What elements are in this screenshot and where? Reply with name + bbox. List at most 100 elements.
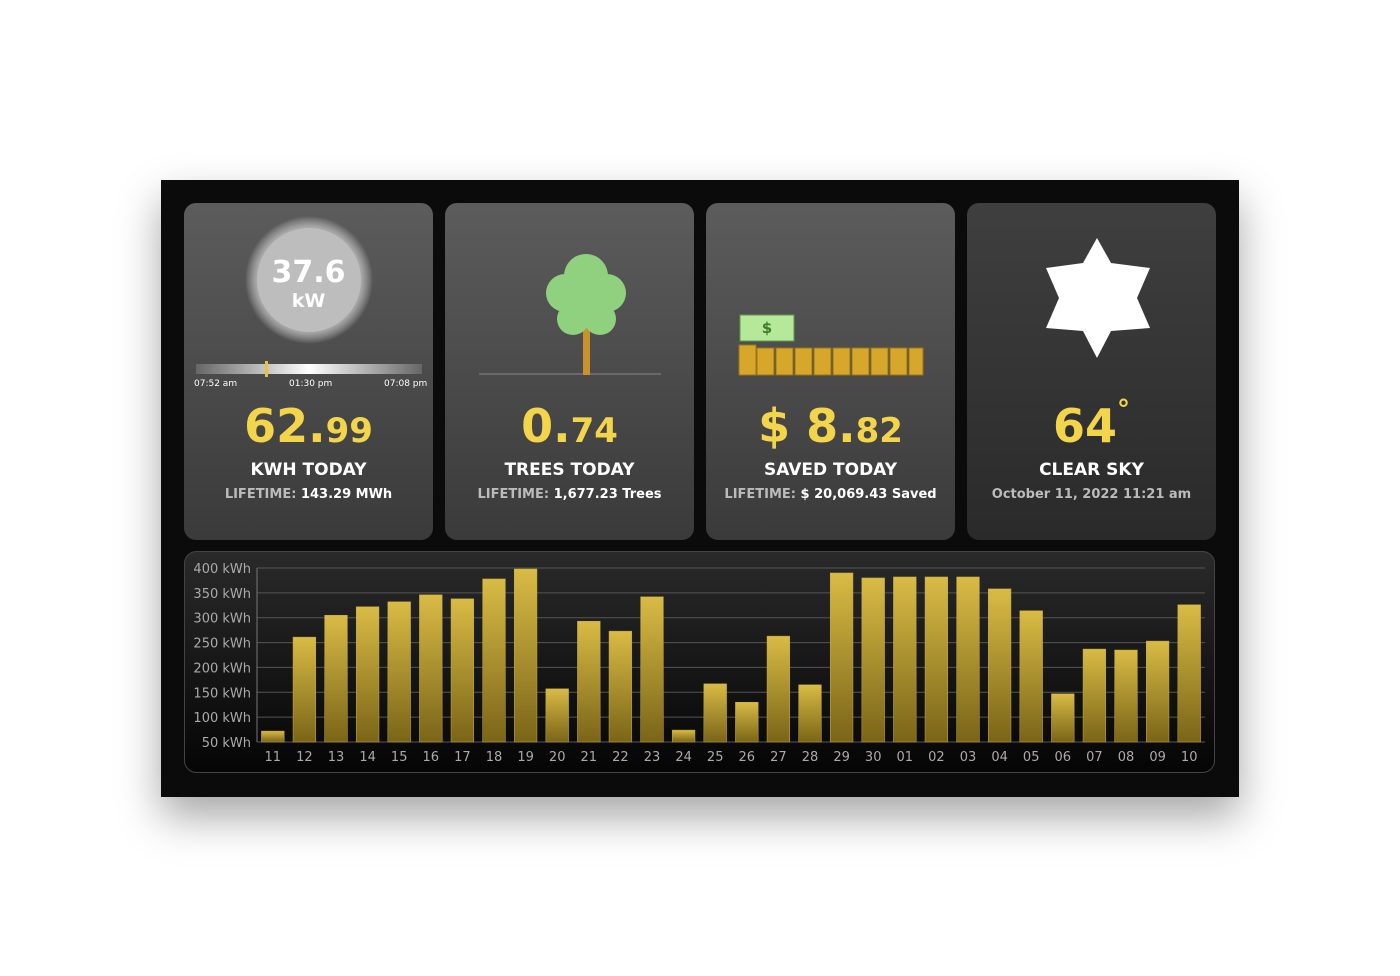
x-tick-label: 05 <box>1023 750 1040 765</box>
lifetime-value: 1,677.23 Trees <box>553 487 662 502</box>
x-tick-label: 12 <box>296 750 313 765</box>
y-tick-label: 350 kWh <box>193 587 251 602</box>
temperature-value: 64 <box>1052 399 1117 453</box>
time-start: 07:52 am <box>194 379 238 389</box>
x-tick-label: 15 <box>391 750 408 765</box>
y-tick-label: 400 kWh <box>193 562 251 577</box>
money-icon: $ <box>738 314 924 376</box>
kwh-decimals: 99 <box>325 411 373 451</box>
x-tick-label: 26 <box>739 750 756 765</box>
bar <box>1019 610 1043 743</box>
x-tick-label: 18 <box>486 750 503 765</box>
x-tick-label: 25 <box>707 750 724 765</box>
trees-card: 0.74 TREES TODAY LIFETIME: 1,677.23 Tree… <box>445 203 694 540</box>
savings-card: $ $ 8.82 SAVED TODAY LIFETIME: $ 20,069.… <box>706 203 955 540</box>
x-tick-label: 29 <box>833 750 850 765</box>
trees-main: 0. <box>521 399 571 453</box>
bar <box>924 576 949 743</box>
bar <box>324 614 348 743</box>
x-tick-label: 14 <box>359 750 376 765</box>
card-label: TREES TODAY <box>504 460 635 480</box>
y-tick-label: 100 kWh <box>193 711 251 726</box>
lifetime-label: LIFETIME: <box>724 487 797 502</box>
x-tick-label: 16 <box>423 750 440 765</box>
bar <box>261 730 285 743</box>
card-label: SAVED TODAY <box>763 460 898 480</box>
x-tick-label: 09 <box>1149 750 1166 765</box>
x-tick-label: 13 <box>328 750 345 765</box>
gauge <box>196 216 422 377</box>
x-tick-label: 04 <box>991 750 1008 765</box>
bar <box>956 576 980 743</box>
x-tick-label: 02 <box>928 750 945 765</box>
device-frame: 37.6 kW 07:52 am 01:30 pm 07:08 pm 62.99… <box>161 180 1239 797</box>
saved-main: $ 8. <box>758 399 856 453</box>
x-tick-label: 24 <box>675 750 692 765</box>
bar <box>419 594 443 743</box>
y-tick-label: 300 kWh <box>193 612 251 627</box>
lifetime: LIFETIME: $ 20,069.43 Saved <box>706 487 955 502</box>
lifetime-label: LIFETIME: <box>224 487 297 502</box>
x-tick-label: 10 <box>1181 750 1198 765</box>
gauge-unit: kW <box>291 290 326 312</box>
lifetime: LIFETIME: 1,677.23 Trees <box>445 487 694 502</box>
x-tick-label: 23 <box>644 750 661 765</box>
time-mid: 01:30 pm <box>289 379 333 389</box>
degree: ° <box>1117 394 1130 425</box>
x-tick-label: 07 <box>1086 750 1103 765</box>
time-end: 07:08 pm <box>384 379 428 389</box>
bar <box>640 596 664 743</box>
bar <box>545 688 569 743</box>
bar <box>355 606 380 743</box>
weather-card: 64° CLEAR SKY October 11, 2022 11:21 am <box>967 203 1216 540</box>
trees-decimals: 74 <box>570 411 618 451</box>
x-tick-label: 03 <box>960 750 977 765</box>
bar <box>987 588 1012 743</box>
money-symbol: $ <box>762 319 772 337</box>
bar <box>735 701 759 743</box>
bar <box>671 729 696 743</box>
bar <box>798 684 822 743</box>
bar <box>1145 640 1170 743</box>
card-label: CLEAR SKY <box>1039 460 1144 480</box>
bar <box>450 598 475 743</box>
temperature: 64° <box>967 395 1216 453</box>
trees-today: 0.74 <box>445 399 694 453</box>
kwh-today: 62.99 <box>184 399 433 453</box>
x-tick-label: 30 <box>865 750 882 765</box>
x-tick-label: 20 <box>549 750 566 765</box>
y-tick-label: 50 kWh <box>202 736 251 751</box>
gauge-value: 37.6 <box>271 255 346 290</box>
bar <box>577 620 601 743</box>
bar <box>893 576 917 743</box>
bar <box>1177 604 1201 743</box>
x-tick-label: 08 <box>1118 750 1135 765</box>
bar <box>1051 693 1075 743</box>
bar <box>292 636 317 743</box>
x-tick-label: 19 <box>517 750 534 765</box>
card-label: KWH TODAY <box>250 460 367 480</box>
y-tick-label: 150 kWh <box>193 686 251 701</box>
bar <box>482 578 506 743</box>
bar <box>703 683 727 743</box>
bar <box>608 630 633 743</box>
y-tick-label: 250 kWh <box>193 637 251 652</box>
x-tick-label: 17 <box>454 750 471 765</box>
lifetime-value: $ 20,069.43 Saved <box>800 487 937 502</box>
chart: 50 kWh 100 kWh 150 kWh 200 kWh 250 kWh 300 kW… <box>184 551 1215 773</box>
bar <box>1082 648 1107 743</box>
saved-decimals: 82 <box>855 411 903 451</box>
bar <box>1114 649 1138 743</box>
x-tick-label: 28 <box>802 750 819 765</box>
bar <box>766 635 791 743</box>
datetime: October 11, 2022 11:21 am <box>991 487 1192 502</box>
power-card: 37.6 kW 07:52 am 01:30 pm 07:08 pm 62.99… <box>184 203 433 540</box>
bar <box>829 572 854 743</box>
x-tick-label: 06 <box>1055 750 1072 765</box>
x-tick-label: 11 <box>265 750 282 765</box>
lifetime: LIFETIME: 143.29 MWh <box>184 487 433 502</box>
kwh-main: 62. <box>244 399 326 453</box>
x-tick-label: 21 <box>581 750 598 765</box>
x-tick-label: 01 <box>897 750 914 765</box>
